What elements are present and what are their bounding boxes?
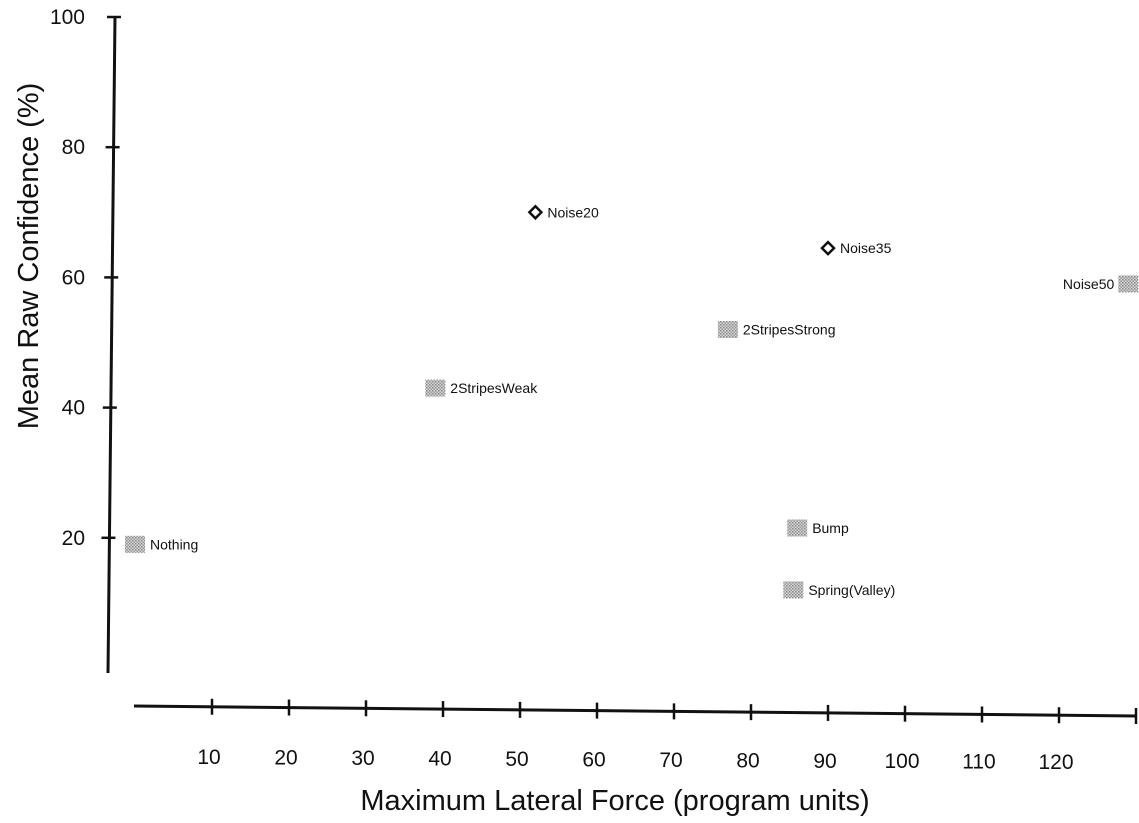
y-tick-label: 20	[62, 527, 85, 550]
x-tick-label: 70	[659, 749, 682, 772]
x-axis-line	[133, 704, 1137, 718]
x-tick-label: 90	[813, 750, 836, 773]
y-axis: 20 40 60 80 100	[50, 6, 121, 674]
x-tick-label: 40	[428, 747, 451, 770]
point-label: Noise20	[547, 204, 599, 220]
square-marker	[717, 320, 738, 338]
x-tick-label: 110	[962, 751, 995, 774]
y-tick-label: 60	[62, 266, 85, 289]
square-marker	[787, 519, 808, 537]
x-tick-label: 30	[351, 747, 374, 770]
x-tick-label: 60	[582, 748, 605, 771]
point-label: Nothing	[150, 536, 198, 552]
y-axis-title: Mean Raw Confidence (%)	[13, 83, 45, 430]
x-tick-label: 20	[274, 747, 297, 770]
diamond-marker	[820, 240, 836, 256]
x-axis-title: Maximum Lateral Force (program units)	[360, 785, 869, 817]
x-tick-label: 100	[884, 750, 919, 773]
square-marker	[1118, 275, 1139, 293]
y-axis-line	[106, 15, 117, 674]
point-label: Bump	[812, 520, 849, 536]
square-marker	[425, 379, 446, 397]
point-label: Spring(Valley)	[808, 582, 895, 598]
x-tick-label: 10	[197, 746, 220, 769]
x-axis: 10 20 30 40 50 60 70 80 90 100 110 120	[133, 698, 1138, 774]
square-marker	[783, 581, 804, 599]
y-tick-label: 100	[50, 6, 85, 29]
y-tick-label: 40	[62, 397, 85, 420]
point-label: 2StripesStrong	[743, 321, 836, 337]
x-tick-label: 80	[736, 749, 759, 772]
point-label: Noise50	[1063, 276, 1115, 292]
data-points: Nothing 2StripesWeak Noise20 2StripesStrong…	[125, 204, 1139, 599]
x-tick-label: 50	[505, 748, 528, 771]
diamond-marker	[527, 204, 544, 221]
point-label: 2StripesWeak	[450, 380, 538, 396]
square-marker	[125, 535, 145, 553]
y-tick-label: 80	[62, 136, 85, 159]
x-tick-label: 120	[1038, 751, 1073, 774]
point-label: Noise35	[840, 240, 892, 256]
